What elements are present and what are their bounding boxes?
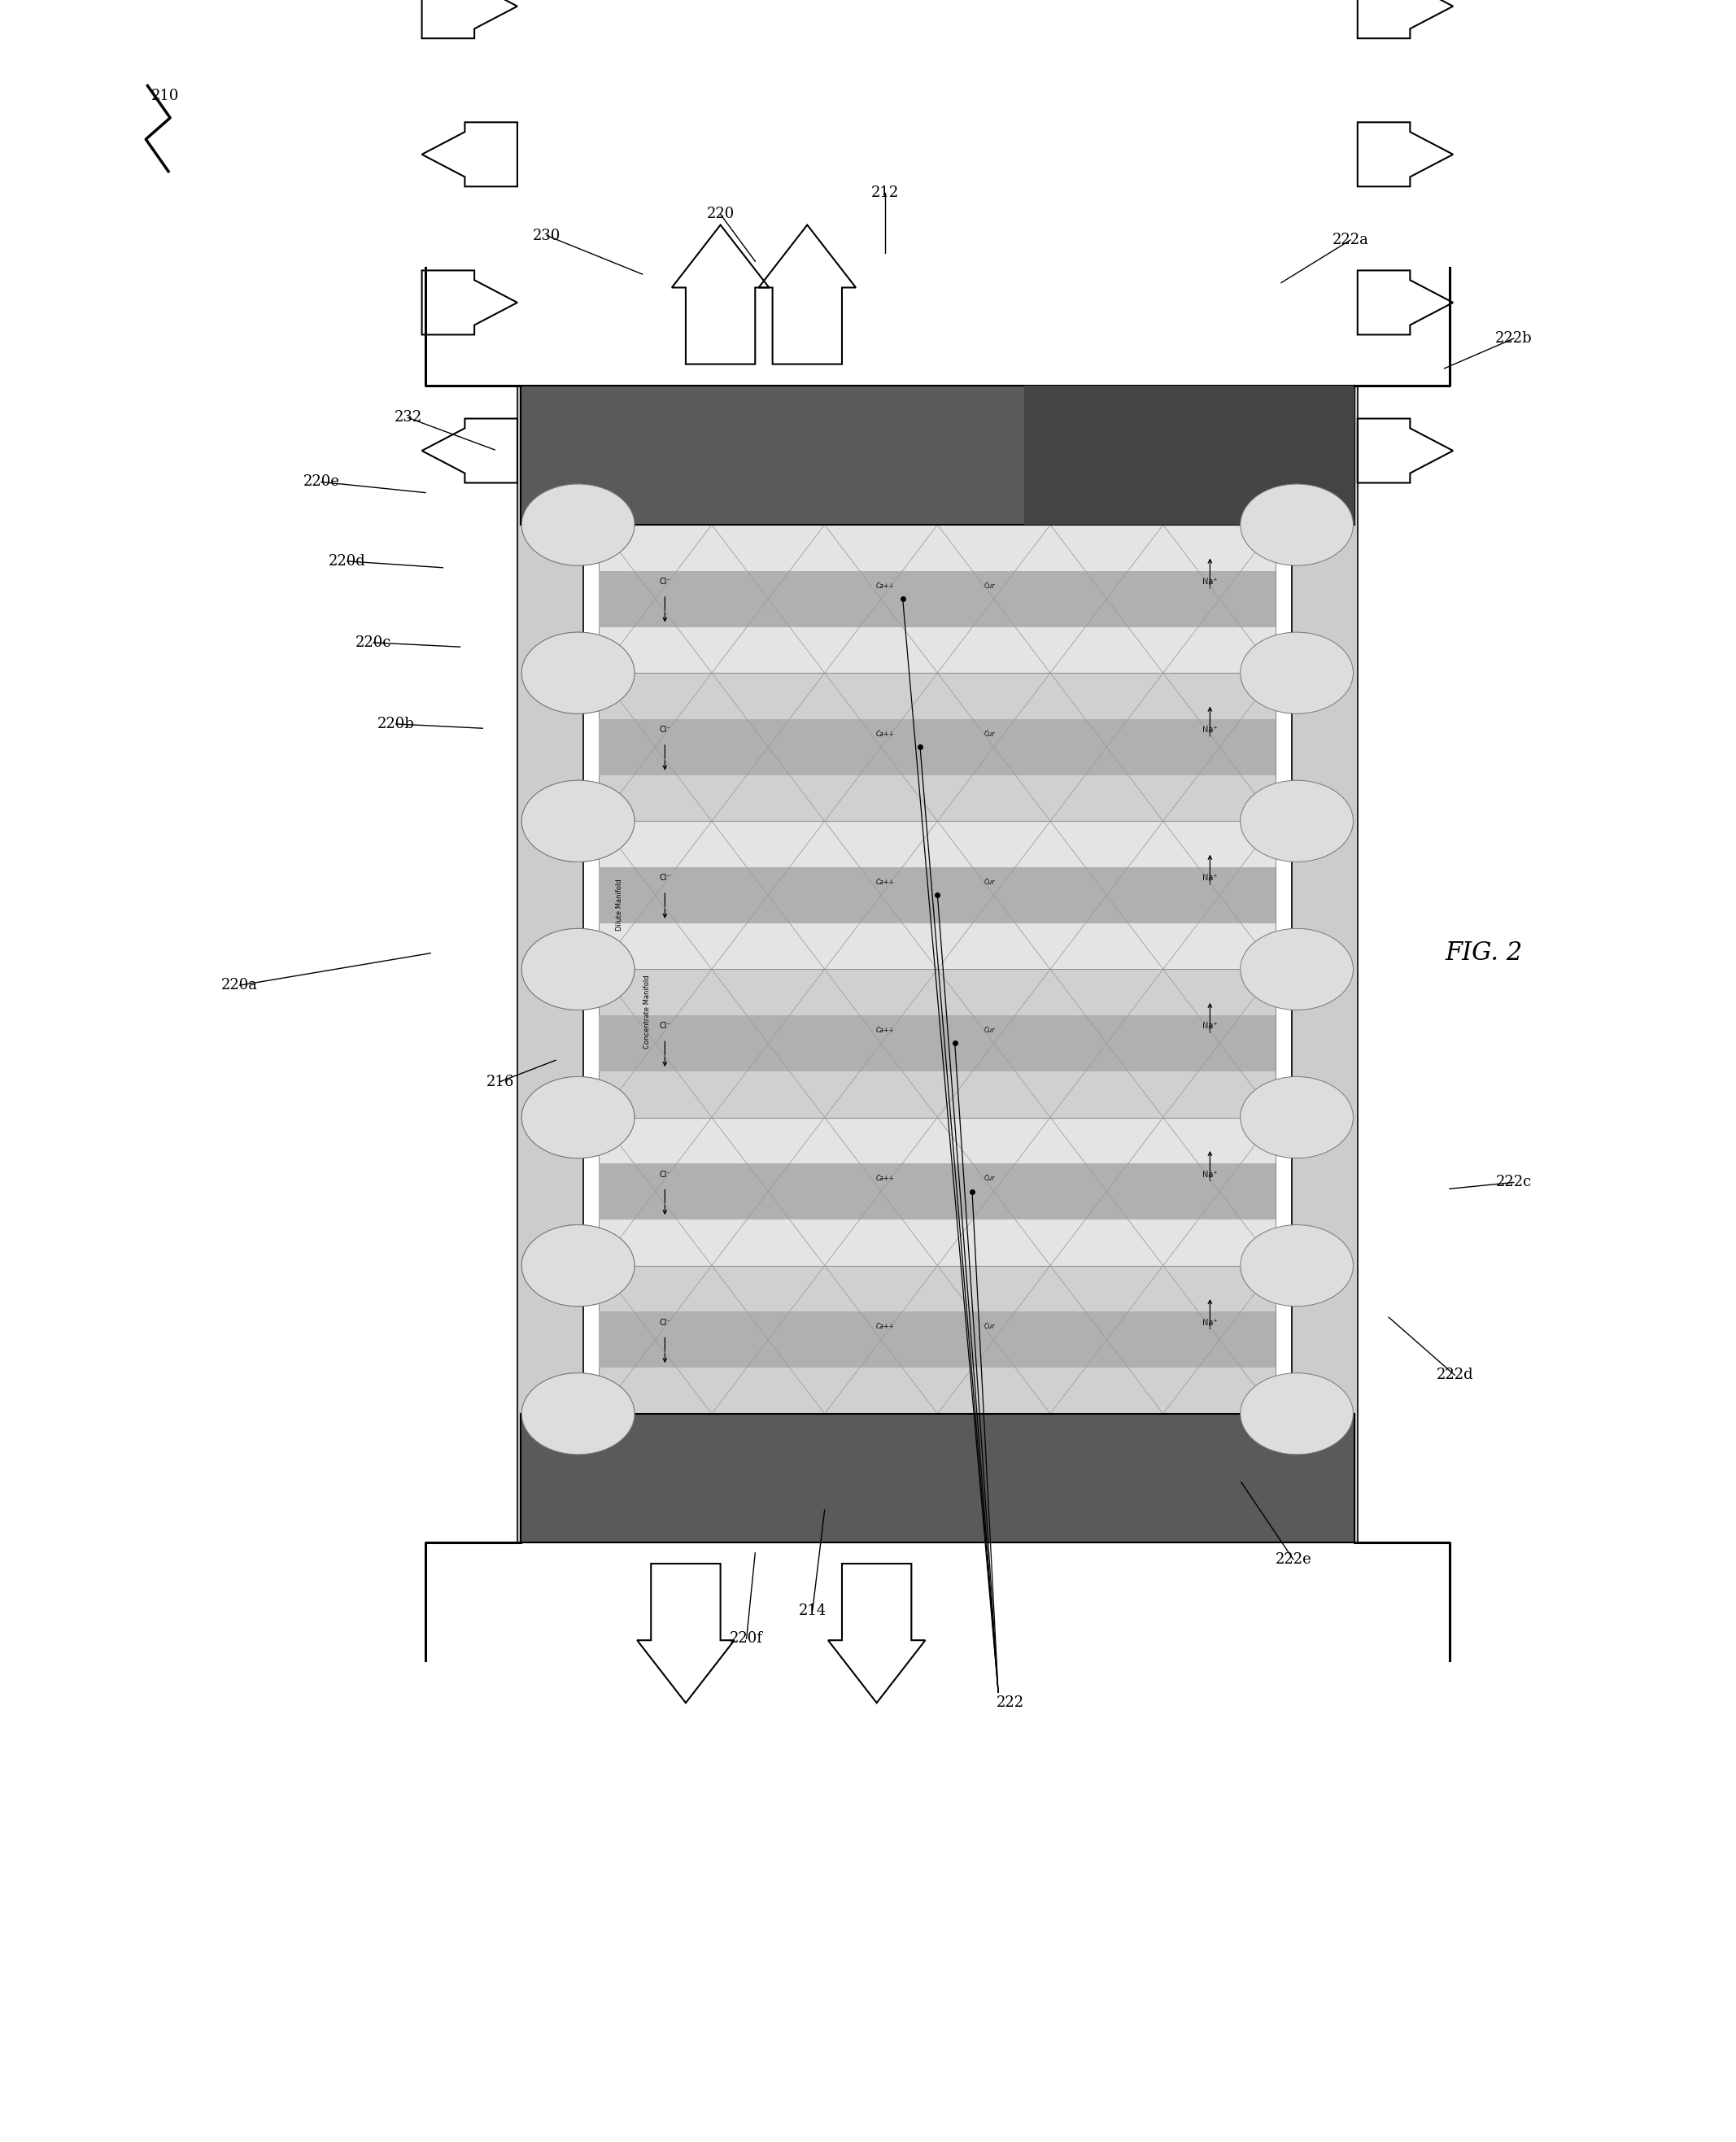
Ellipse shape — [1240, 1077, 1352, 1159]
Ellipse shape — [521, 780, 634, 861]
Bar — [599, 673, 1276, 820]
Text: Ca++: Ca++ — [877, 878, 894, 887]
Text: Na⁺: Na⁺ — [1203, 726, 1217, 735]
Ellipse shape — [1240, 1225, 1352, 1307]
Bar — [1024, 386, 1354, 525]
Text: 222: 222 — [996, 1696, 1024, 1709]
Bar — [599, 1311, 1276, 1369]
Text: Ca++: Ca++ — [877, 730, 894, 737]
Text: Na⁺: Na⁺ — [1203, 874, 1217, 883]
Ellipse shape — [521, 632, 634, 713]
Bar — [599, 525, 1276, 673]
Text: Concentrate Manifold: Concentrate Manifold — [644, 975, 651, 1050]
Ellipse shape — [1240, 1373, 1352, 1454]
Bar — [599, 868, 1276, 923]
Text: 216: 216 — [486, 1075, 514, 1088]
Bar — [521, 1414, 1354, 1542]
Bar — [599, 820, 1276, 968]
Text: Cl⁻: Cl⁻ — [660, 1319, 670, 1326]
Bar — [599, 1266, 1276, 1414]
Bar — [599, 1118, 1276, 1266]
Text: Cl⁻: Cl⁻ — [660, 874, 670, 883]
Text: Ca++: Ca++ — [877, 1176, 894, 1182]
Bar — [599, 720, 1276, 775]
Text: Dilute Manifold: Dilute Manifold — [616, 878, 623, 932]
Text: 214: 214 — [799, 1604, 826, 1617]
Text: 220c: 220c — [356, 636, 391, 649]
Bar — [517, 386, 583, 1542]
Text: Cur: Cur — [984, 878, 995, 887]
Ellipse shape — [521, 1373, 634, 1454]
Ellipse shape — [1240, 780, 1352, 861]
Text: Ca++: Ca++ — [877, 583, 894, 589]
Text: 232: 232 — [394, 411, 422, 424]
Text: Cl⁻: Cl⁻ — [660, 1022, 670, 1030]
Ellipse shape — [1240, 632, 1352, 713]
Ellipse shape — [521, 1373, 634, 1454]
Text: 222c: 222c — [1496, 1176, 1531, 1189]
Ellipse shape — [521, 484, 634, 565]
Ellipse shape — [521, 1077, 634, 1159]
Ellipse shape — [521, 484, 634, 565]
Text: Cur: Cur — [984, 730, 995, 737]
Text: Na⁺: Na⁺ — [1203, 1319, 1217, 1326]
Text: Ca++: Ca++ — [877, 1324, 894, 1330]
Text: 222a: 222a — [1332, 233, 1370, 246]
Bar — [599, 570, 1276, 628]
Ellipse shape — [1240, 927, 1352, 1011]
Text: 220b: 220b — [377, 718, 415, 730]
Ellipse shape — [1240, 484, 1352, 565]
Text: 212: 212 — [871, 186, 899, 199]
Text: Cur: Cur — [984, 1324, 995, 1330]
Bar — [1292, 386, 1358, 1542]
Text: Cl⁻: Cl⁻ — [660, 1170, 670, 1178]
Text: 220e: 220e — [302, 476, 340, 488]
Text: Ca++: Ca++ — [877, 1026, 894, 1035]
Text: Cur: Cur — [984, 1176, 995, 1182]
Bar — [599, 1163, 1276, 1219]
Ellipse shape — [521, 1225, 634, 1307]
Text: FIG. 2: FIG. 2 — [1446, 940, 1522, 966]
Ellipse shape — [521, 632, 634, 713]
Bar — [521, 386, 1354, 525]
Text: Cl⁻: Cl⁻ — [660, 726, 670, 735]
Ellipse shape — [521, 1077, 634, 1159]
Text: 220a: 220a — [220, 979, 259, 992]
Text: 220: 220 — [707, 208, 734, 221]
Ellipse shape — [521, 927, 634, 1011]
Ellipse shape — [521, 780, 634, 861]
Text: Na⁺: Na⁺ — [1203, 1170, 1217, 1178]
Text: 222d: 222d — [1436, 1369, 1474, 1382]
Bar — [599, 968, 1276, 1118]
Text: 220f: 220f — [729, 1632, 764, 1645]
Text: ε ω Ω ψ φ ∂ R Ω ∫ ≈ ∇: ε ω Ω ψ φ ∂ R Ω ∫ ≈ ∇ — [858, 452, 948, 458]
Text: Na⁺: Na⁺ — [1203, 1022, 1217, 1030]
Ellipse shape — [521, 927, 634, 1011]
Text: 222e: 222e — [1276, 1553, 1311, 1566]
Text: Cur: Cur — [984, 583, 995, 589]
Ellipse shape — [521, 1225, 634, 1307]
Text: Cur: Cur — [984, 1026, 995, 1035]
Text: 220d: 220d — [328, 555, 366, 568]
Text: 222b: 222b — [1495, 332, 1533, 345]
Text: ε ω Ω ψ φ ∂ ↑ > ↑ ω Na⁺: ε ω Ω ψ φ ∂ ↑ > ↑ ω Na⁺ — [852, 1474, 953, 1482]
Text: 230: 230 — [533, 229, 561, 242]
Text: 210: 210 — [151, 90, 179, 103]
Text: Cl⁻: Cl⁻ — [660, 578, 670, 585]
Text: Na⁺: Na⁺ — [1203, 578, 1217, 585]
Bar — [599, 1015, 1276, 1071]
